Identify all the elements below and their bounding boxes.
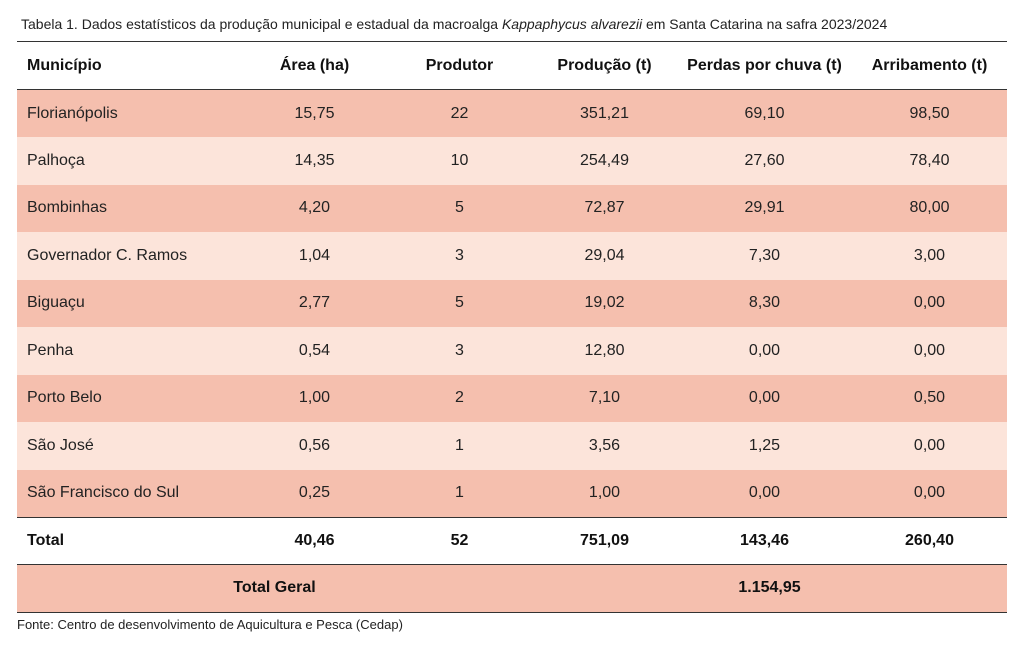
cell-arribamento: 78,40 [909, 151, 950, 169]
table-row: São José 0,56 1 3,56 1,25 0,00 [17, 422, 1007, 470]
cell-producao: 72,87 [584, 199, 625, 217]
cell-municipio: Florianópolis [27, 104, 118, 122]
cell-produtor: 1 [455, 484, 464, 501]
table-body: Florianópolis 15,75 22 351,21 69,10 98,5… [17, 89, 1007, 612]
table-header-row: Município Área (ha) Produtor Produção (t… [17, 41, 1007, 90]
cell-perdas: 0,00 [748, 484, 781, 501]
cell-area: 0,25 [298, 484, 331, 501]
cell-perdas: 29,91 [744, 199, 785, 217]
total-area: 40,46 [294, 531, 335, 549]
header-producao: Produção (t) [557, 56, 652, 74]
cell-arribamento: 0,00 [913, 294, 946, 312]
table-row: Biguaçu 2,77 5 19,02 8,30 0,00 [17, 279, 1007, 327]
total-produtor: 52 [450, 531, 469, 549]
header-arribamento: Arribamento (t) [871, 56, 988, 74]
cell-area: 2,77 [298, 294, 331, 312]
cell-producao: 3,56 [588, 436, 621, 454]
total-label: Total [27, 531, 65, 549]
source-note: Fonte: Centro de desenvolvimento de Aqui… [17, 617, 403, 632]
cell-municipio: Governador C. Ramos [27, 246, 188, 264]
header-municipio: Município [27, 56, 102, 74]
grand-total-row: Total Geral 1.154,95 [17, 564, 1007, 612]
cell-arribamento: 98,50 [909, 104, 950, 122]
cell-produtor: 3 [455, 246, 464, 264]
production-table: Município Área (ha) Produtor Produção (t… [17, 41, 1007, 613]
cell-area: 4,20 [298, 199, 331, 217]
cell-perdas: 1,25 [748, 436, 781, 454]
cell-producao: 12,80 [584, 341, 625, 359]
table-row: Porto Belo 1,00 2 7,10 0,00 0,50 [17, 374, 1007, 422]
cell-arribamento: 0,50 [913, 389, 946, 407]
table-row: Bombinhas 4,20 5 72,87 29,91 80,00 [17, 184, 1007, 232]
cell-perdas: 7,30 [748, 246, 781, 264]
cell-arribamento: 80,00 [909, 199, 950, 217]
cell-municipio: Bombinhas [27, 199, 108, 217]
cell-produtor: 22 [450, 104, 469, 122]
cell-perdas: 0,00 [748, 341, 781, 359]
cell-producao: 254,49 [580, 151, 629, 169]
cell-perdas: 27,60 [744, 151, 785, 169]
grand-total-label: Total Geral [233, 579, 316, 597]
cell-produtor: 3 [455, 341, 464, 359]
cell-perdas: 0,00 [748, 389, 781, 407]
cell-perdas: 8,30 [748, 294, 781, 312]
cell-municipio: São José [27, 436, 94, 454]
production-table-container: Município Área (ha) Produtor Produção (t… [17, 41, 1007, 613]
total-perdas: 143,46 [740, 531, 789, 549]
total-row: Total 40,46 52 751,09 143,46 260,40 [17, 517, 1007, 565]
table-row: Florianópolis 15,75 22 351,21 69,10 98,5… [17, 89, 1007, 137]
header-area: Área (ha) [279, 56, 350, 74]
caption-suffix: em Santa Catarina na safra 2023/2024 [642, 16, 888, 32]
total-arribamento: 260,40 [905, 531, 954, 549]
header-produtor: Produtor [425, 56, 494, 74]
cell-producao: 1,00 [588, 484, 621, 501]
cell-perdas: 69,10 [744, 104, 785, 122]
cell-area: 1,04 [298, 246, 331, 264]
cell-arribamento: 3,00 [913, 246, 946, 264]
cell-arribamento: 0,00 [913, 341, 946, 359]
caption-species: Kappaphycus alvarezii [501, 16, 643, 32]
table-row: Governador C. Ramos 1,04 3 29,04 7,30 3,… [17, 232, 1007, 280]
table-row: Palhoça 14,35 10 254,49 27,60 78,40 [17, 137, 1007, 185]
cell-arribamento: 0,00 [913, 436, 946, 454]
table-row: São Francisco do Sul 0,25 1 1,00 0,00 0,… [17, 469, 1007, 517]
cell-producao: 351,21 [580, 104, 629, 122]
cell-producao: 7,10 [588, 389, 621, 407]
cell-municipio: São Francisco do Sul [27, 484, 180, 501]
cell-municipio: Biguaçu [27, 294, 85, 312]
cell-municipio: Penha [27, 341, 74, 359]
cell-produtor: 2 [455, 389, 464, 407]
total-producao: 751,09 [580, 531, 629, 549]
table-caption: Tabela 1. Dados estatísticos da produção… [21, 16, 887, 32]
cell-produtor: 5 [455, 199, 464, 217]
cell-produtor: 10 [450, 151, 469, 169]
table-row: Penha 0,54 3 12,80 0,00 0,00 [17, 327, 1007, 375]
cell-area: 0,54 [298, 341, 331, 359]
caption-prefix: Tabela 1. Dados estatísticos da produção… [21, 16, 502, 32]
cell-area: 1,00 [298, 389, 331, 407]
header-perdas: Perdas por chuva (t) [687, 56, 842, 74]
cell-municipio: Porto Belo [27, 389, 102, 407]
cell-area: 0,56 [298, 436, 331, 454]
cell-producao: 19,02 [584, 294, 625, 312]
cell-area: 15,75 [294, 104, 335, 122]
grand-total-value: 1.154,95 [738, 579, 801, 597]
cell-produtor: 5 [455, 294, 464, 312]
cell-produtor: 1 [455, 436, 464, 454]
cell-municipio: Palhoça [27, 151, 85, 169]
cell-arribamento: 0,00 [913, 484, 946, 501]
cell-producao: 29,04 [584, 246, 625, 264]
cell-area: 14,35 [294, 151, 335, 169]
